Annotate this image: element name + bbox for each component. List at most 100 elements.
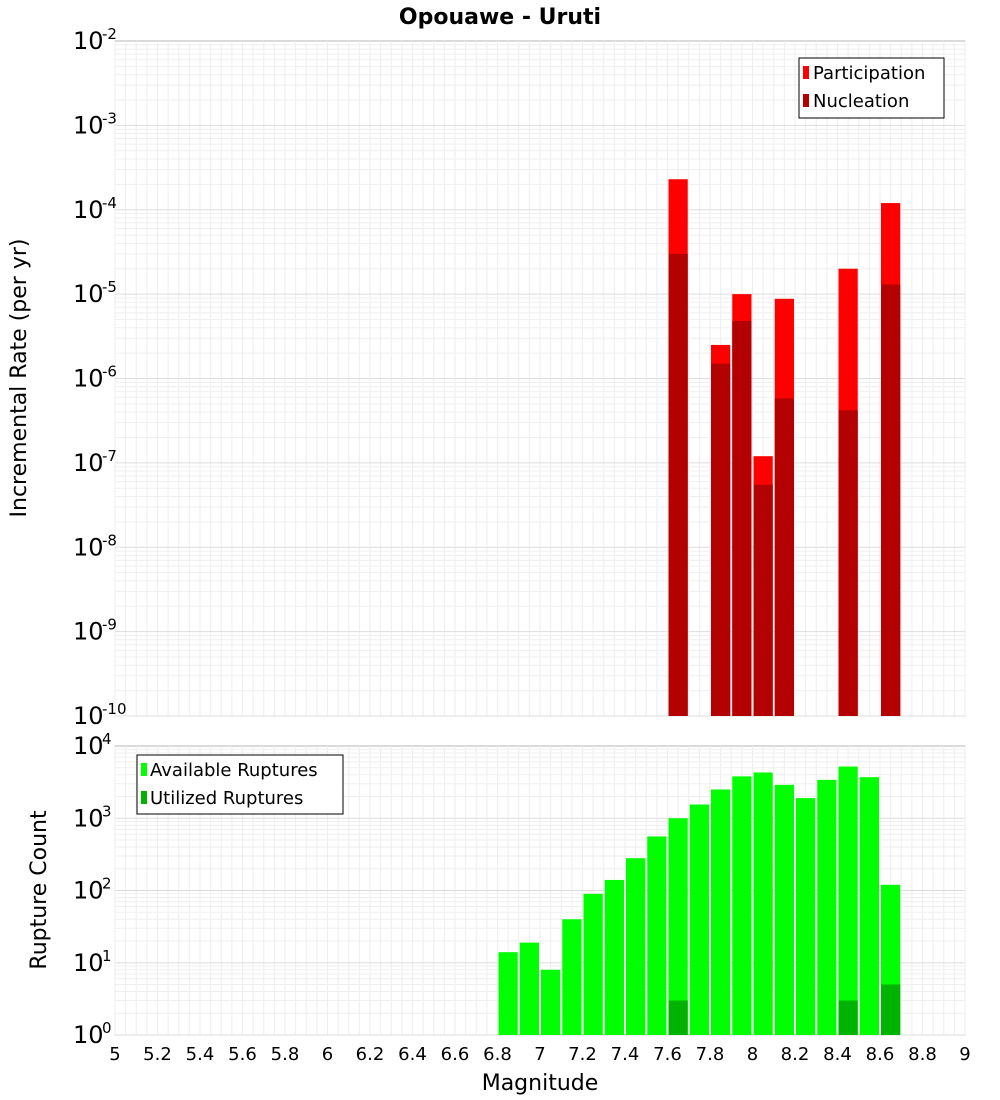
top-y-tick-base: 10 [73, 449, 104, 477]
bottom-bar-available-ruptures [626, 858, 646, 1035]
bottom-y-tick-base: 10 [73, 877, 104, 905]
x-tick-label: 8.8 [908, 1044, 937, 1065]
bottom-bar-available-ruptures [562, 919, 582, 1035]
bottom-bar-available-ruptures [774, 784, 794, 1035]
x-tick-label: 8.2 [781, 1044, 810, 1065]
bottom-bar-available-ruptures [859, 777, 879, 1035]
top-y-tick-base: 10 [73, 280, 104, 308]
x-tick-label: 8.6 [866, 1044, 895, 1065]
bottom-bar-available-ruptures [817, 779, 837, 1035]
x-tick-label: 6.2 [356, 1044, 385, 1065]
x-tick-label: 8 [747, 1044, 758, 1065]
x-tick-label: 6.4 [398, 1044, 427, 1065]
bottom-bar-available-ruptures [583, 893, 603, 1035]
x-axis-label: Magnitude [482, 1071, 599, 1096]
x-tick-label: 7.6 [653, 1044, 682, 1065]
bottom-bars [498, 766, 901, 1035]
bottom-bar-available-ruptures [604, 879, 624, 1035]
legend-swatch-participation [803, 66, 809, 79]
x-tick-label: 6 [322, 1044, 333, 1065]
top-y-tick-base: 10 [73, 618, 104, 646]
top-y-tick-exponent: -10 [102, 700, 127, 718]
bottom-legend-box [136, 754, 344, 815]
x-tick-label: 9 [959, 1044, 970, 1065]
legend-swatch-utilized [141, 791, 147, 804]
legend-swatch-nucleation [803, 94, 809, 107]
bottom-bar-utilized-ruptures [881, 984, 901, 1035]
bottom-y-tick-base: 10 [73, 1021, 104, 1049]
top-panel: 10-210-310-410-510-610-710-810-910-10 In… [7, 25, 966, 730]
x-tick-label: 5.4 [186, 1044, 215, 1065]
x-tick-label: 5.6 [228, 1044, 257, 1065]
bottom-bar-utilized-ruptures [668, 1000, 688, 1035]
top-bar-nucleation [753, 484, 773, 716]
x-tick-label: 6.6 [441, 1044, 470, 1065]
top-bar-nucleation [838, 410, 858, 716]
x-tick-label: 5 [109, 1044, 120, 1065]
bottom-bar-available-ruptures [711, 789, 731, 1035]
x-tick-label: 6.8 [483, 1044, 512, 1065]
top-y-axis-label: Incremental Rate (per yr) [7, 239, 32, 518]
x-tick-label: 7 [534, 1044, 545, 1065]
x-tick-label: 5.2 [143, 1044, 172, 1065]
top-y-tick-exponent: -7 [102, 447, 117, 465]
top-y-tick-exponent: -6 [102, 363, 117, 381]
x-tick-label: 7.4 [611, 1044, 640, 1065]
top-bar-nucleation [732, 321, 752, 716]
x-tick-labels: 5 5.2 5.4 5.6 5.8 6 6.2 6.4 6.6 6.8 7 7.2 7.4 7.6 7.8 8… [109, 1044, 970, 1065]
top-y-tick-exponent: -8 [102, 531, 117, 549]
bottom-y-axis-label: Rupture Count [27, 810, 52, 970]
bottom-y-tick-exponent: 4 [102, 730, 112, 748]
top-y-tick-labels: 10-210-310-410-510-610-710-810-910-10 [73, 25, 127, 730]
top-y-tick-base: 10 [73, 533, 104, 561]
legend-label-utilized: Utilized Ruptures [150, 788, 303, 809]
bottom-bar-utilized-ruptures [838, 1000, 858, 1035]
bottom-y-tick-exponent: 1 [102, 947, 112, 965]
top-y-tick-exponent: -2 [102, 25, 117, 43]
bottom-y-tick-exponent: 2 [102, 875, 112, 893]
top-y-tick-base: 10 [73, 196, 104, 224]
legend-label-participation: Participation [813, 63, 925, 84]
top-bars [668, 179, 901, 716]
bottom-bar-available-ruptures [647, 836, 667, 1035]
top-legend-box [798, 57, 945, 119]
top-y-tick-exponent: -9 [102, 616, 117, 634]
bottom-bar-available-ruptures [732, 776, 752, 1035]
top-grid [114, 41, 966, 717]
top-y-tick-exponent: -5 [102, 278, 117, 296]
top-y-tick-base: 10 [73, 27, 104, 55]
legend-swatch-available [141, 763, 147, 776]
legend-label-nucleation: Nucleation [813, 91, 909, 112]
x-tick-label: 7.2 [568, 1044, 597, 1065]
bottom-y-tick-base: 10 [73, 732, 104, 760]
bottom-bar-available-ruptures [519, 942, 539, 1035]
top-y-tick-base: 10 [73, 365, 104, 393]
bottom-bar-available-ruptures [796, 798, 816, 1035]
bottom-y-tick-base: 10 [73, 804, 104, 832]
bottom-bar-available-ruptures [668, 818, 688, 1035]
bottom-bar-available-ruptures [498, 952, 518, 1035]
bottom-bar-available-ruptures [753, 772, 773, 1035]
top-bar-nucleation [668, 253, 688, 716]
x-tick-label: 7.8 [696, 1044, 725, 1065]
top-bar-nucleation [881, 284, 901, 716]
bottom-y-tick-exponent: 3 [102, 802, 112, 820]
bottom-y-tick-exponent: 0 [102, 1019, 112, 1037]
bottom-legend: Available Ruptures Utilized Ruptures [136, 754, 344, 815]
top-y-tick-base: 10 [73, 111, 104, 139]
top-bar-nucleation [774, 398, 794, 716]
bottom-bar-available-ruptures [541, 969, 561, 1035]
x-tick-label: 8.4 [823, 1044, 852, 1065]
top-legend: Participation Nucleation [798, 57, 945, 119]
bottom-bar-available-ruptures [689, 804, 709, 1035]
top-y-tick-exponent: -4 [102, 194, 117, 212]
top-bar-nucleation [711, 363, 731, 716]
top-y-tick-exponent: -3 [102, 109, 117, 127]
top-y-tick-base: 10 [73, 702, 104, 730]
bottom-bar-available-ruptures [838, 766, 858, 1035]
x-tick-label: 5.8 [271, 1044, 300, 1065]
chart-title: Opouawe - Uruti [399, 5, 601, 30]
